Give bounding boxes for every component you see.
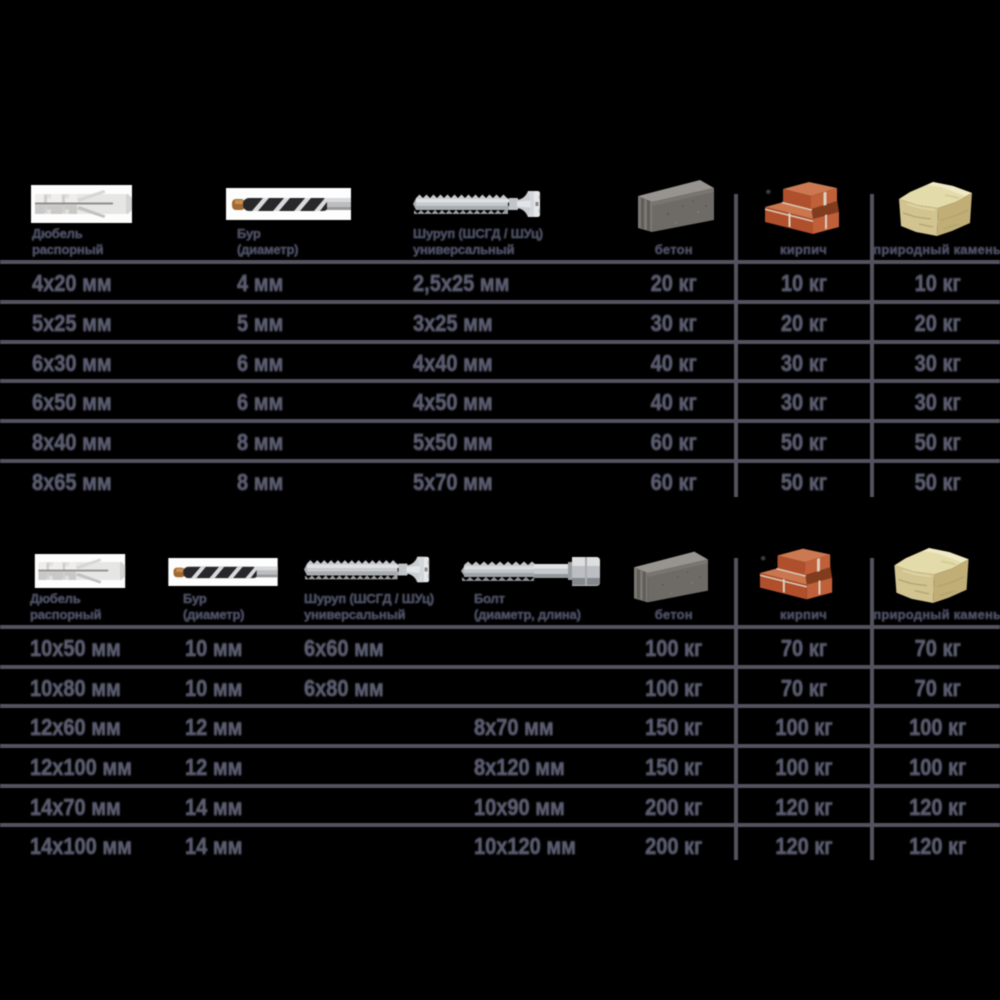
svg-text:®: ® (766, 188, 771, 196)
svg-text:®: ® (761, 554, 766, 562)
